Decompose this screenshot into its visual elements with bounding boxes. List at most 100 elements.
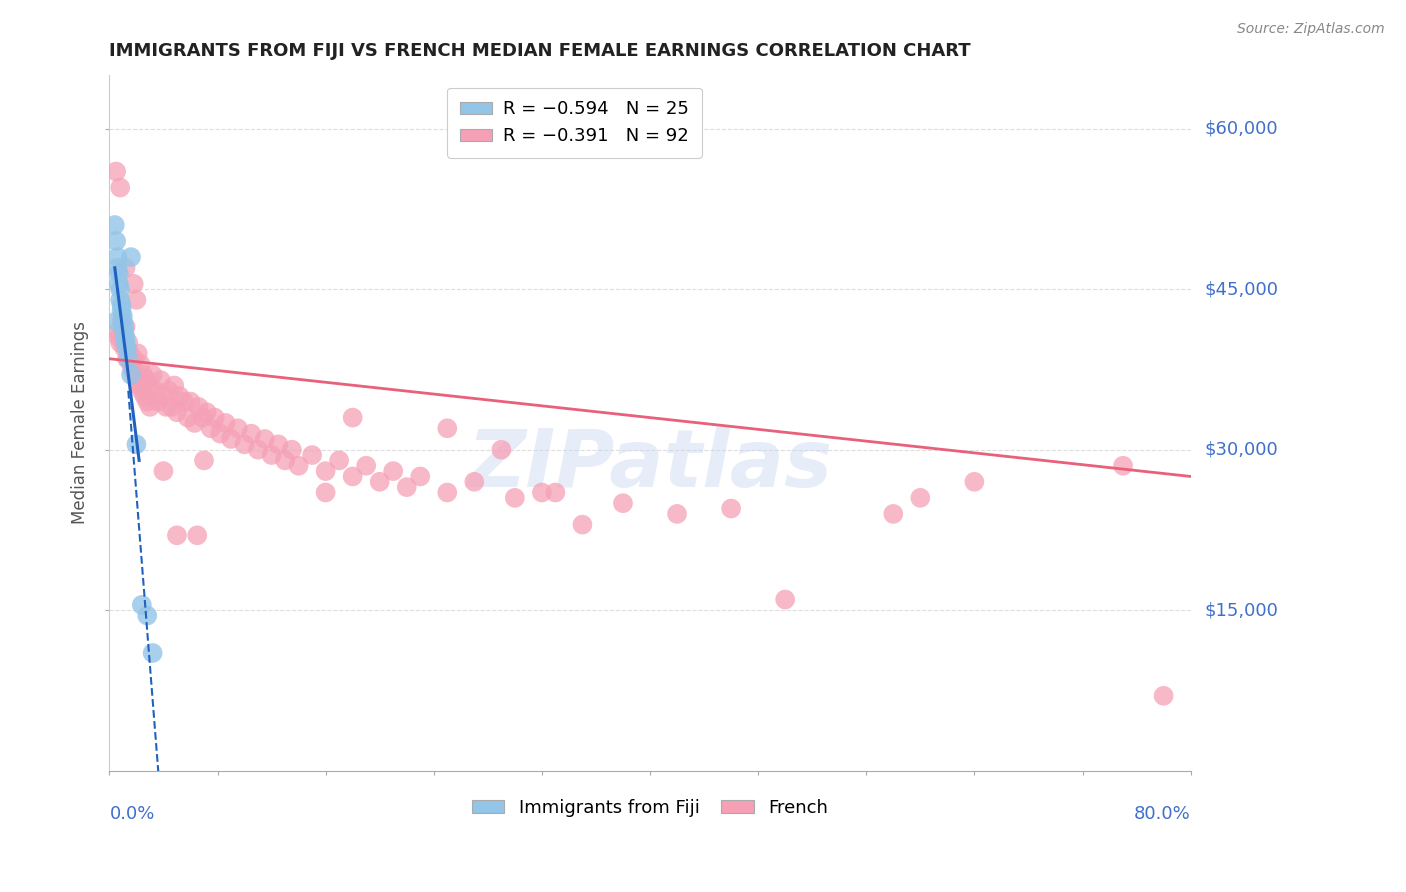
Point — [114, 319, 136, 334]
Point — [436, 421, 458, 435]
Point — [107, 250, 129, 264]
Text: $30,000: $30,000 — [1205, 441, 1278, 458]
Point — [166, 405, 188, 419]
Text: IMMIGRANTS FROM FIJI VS FRENCH MEDIAN FEMALE EARNINGS CORRELATION CHART: IMMIGRANTS FROM FIJI VS FRENCH MEDIAN FE… — [110, 42, 972, 60]
Point — [328, 453, 350, 467]
Point — [117, 335, 139, 350]
Point — [226, 421, 249, 435]
Text: Source: ZipAtlas.com: Source: ZipAtlas.com — [1237, 22, 1385, 37]
Point — [128, 378, 150, 392]
Point — [149, 373, 172, 387]
Point — [132, 368, 155, 382]
Legend: Immigrants from Fiji, French: Immigrants from Fiji, French — [464, 792, 835, 824]
Point — [187, 400, 209, 414]
Point — [169, 389, 191, 403]
Point — [155, 400, 177, 414]
Point — [142, 368, 165, 382]
Point — [111, 314, 134, 328]
Point — [125, 373, 148, 387]
Point — [963, 475, 986, 489]
Point — [342, 410, 364, 425]
Point — [117, 351, 139, 366]
Point — [152, 389, 174, 403]
Point — [108, 282, 131, 296]
Point — [122, 277, 145, 291]
Point — [114, 330, 136, 344]
Point — [260, 448, 283, 462]
Point — [177, 410, 200, 425]
Point — [105, 314, 128, 328]
Point — [163, 378, 186, 392]
Point — [436, 485, 458, 500]
Point — [179, 394, 201, 409]
Point — [111, 309, 134, 323]
Point — [125, 293, 148, 307]
Point — [115, 351, 138, 366]
Point — [108, 330, 131, 344]
Text: 0.0%: 0.0% — [110, 805, 155, 823]
Point — [173, 394, 195, 409]
Point — [204, 410, 226, 425]
Point — [666, 507, 689, 521]
Point — [183, 416, 205, 430]
Point — [120, 357, 142, 371]
Point — [110, 303, 132, 318]
Point — [1153, 689, 1175, 703]
Point — [127, 346, 149, 360]
Point — [121, 362, 143, 376]
Point — [118, 346, 141, 360]
Point — [110, 298, 132, 312]
Point — [138, 378, 160, 392]
Point — [612, 496, 634, 510]
Point — [112, 319, 135, 334]
Point — [368, 475, 391, 489]
Point — [146, 394, 169, 409]
Point — [503, 491, 526, 505]
Point — [122, 351, 145, 366]
Point — [544, 485, 567, 500]
Point — [267, 437, 290, 451]
Point — [120, 250, 142, 264]
Point — [247, 442, 270, 457]
Point — [186, 528, 208, 542]
Point — [143, 384, 166, 398]
Point — [139, 400, 162, 414]
Point — [111, 325, 134, 339]
Point — [104, 218, 127, 232]
Point — [195, 405, 218, 419]
Point — [315, 485, 337, 500]
Point — [342, 469, 364, 483]
Point — [129, 357, 152, 371]
Point — [160, 400, 183, 414]
Point — [136, 608, 159, 623]
Point — [530, 485, 553, 500]
Point — [200, 421, 222, 435]
Text: $15,000: $15,000 — [1205, 601, 1278, 619]
Point — [108, 293, 131, 307]
Point — [142, 646, 165, 660]
Text: $60,000: $60,000 — [1205, 120, 1278, 137]
Point — [253, 432, 276, 446]
Point — [166, 528, 188, 542]
Point — [463, 475, 485, 489]
Point — [108, 277, 131, 291]
Point — [882, 507, 904, 521]
Point — [108, 266, 131, 280]
Point — [105, 234, 128, 248]
Point — [110, 314, 132, 328]
Point — [107, 325, 129, 339]
Point — [108, 335, 131, 350]
Point — [1112, 458, 1135, 473]
Text: $45,000: $45,000 — [1205, 280, 1278, 298]
Point — [720, 501, 742, 516]
Point — [135, 373, 157, 387]
Point — [152, 464, 174, 478]
Point — [108, 180, 131, 194]
Point — [125, 437, 148, 451]
Point — [107, 260, 129, 275]
Point — [773, 592, 796, 607]
Point — [131, 384, 153, 398]
Point — [114, 260, 136, 275]
Point — [287, 458, 309, 473]
Point — [115, 341, 138, 355]
